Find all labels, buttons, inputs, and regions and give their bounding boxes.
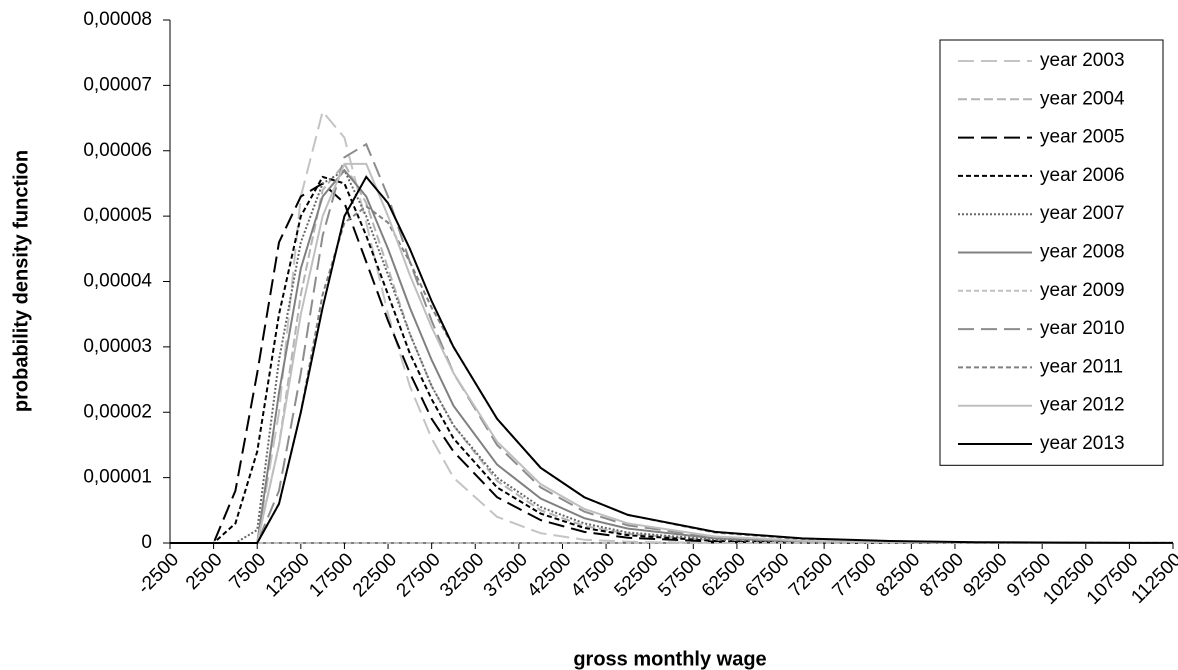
legend-label: year 2004 [1040,88,1125,109]
y-tick-label: 0 [141,532,152,553]
x-axis-title: gross monthly wage [573,648,766,670]
series-line [170,175,1173,544]
y-tick-label: 0,00008 [83,9,152,30]
x-tick-label: 62500 [698,549,750,601]
x-tick-label: 67500 [741,549,793,601]
y-tick-label: 0,00007 [83,74,152,95]
y-axis-title: probability density function [10,150,32,412]
legend-label: year 2008 [1040,242,1125,263]
y-tick-label: 0,00006 [83,140,152,161]
x-tick-label: 32500 [436,549,488,601]
legend-label: year 2010 [1040,318,1125,339]
x-tick-label: 47500 [567,549,619,601]
x-tick-label: 22500 [349,549,401,601]
series-line [170,168,1173,544]
series-line [170,162,1173,544]
legend-label: year 2009 [1040,280,1125,301]
x-tick-label: 52500 [611,549,663,601]
legend-label: year 2007 [1040,203,1125,224]
y-tick-label: 0,00001 [83,467,152,488]
y-tick-label: 0,00005 [83,205,152,226]
y-tick-label: 0,00002 [83,401,152,422]
x-tick-label: 72500 [785,549,837,601]
series-line [170,162,1174,544]
x-tick-label: 27500 [393,549,445,601]
x-tick-label: 2500 [182,549,227,594]
x-tick-label: 77500 [829,549,881,601]
legend-label: year 2013 [1040,433,1125,454]
x-tick-label: 87500 [916,549,968,601]
legend-label: year 2011 [1040,356,1123,377]
x-tick-label: 82500 [872,549,924,601]
series-line [170,205,1174,544]
x-tick-label: -2500 [134,549,183,598]
x-tick-label: 57500 [654,549,706,601]
x-tick-label: 12500 [262,549,314,601]
legend-label: year 2005 [1040,127,1125,148]
x-tick-label: 17500 [305,549,357,601]
y-tick-label: 0,00004 [83,271,152,292]
series-line [170,175,1174,544]
legend-label: year 2012 [1040,395,1125,416]
series-line [170,182,1173,544]
legend-label: year 2003 [1040,50,1125,71]
x-tick-label: 92500 [959,549,1011,601]
legend-label: year 2006 [1040,165,1125,186]
x-tick-label: 42500 [523,549,575,601]
x-tick-label: 37500 [480,549,532,601]
y-tick-label: 0,00003 [83,336,152,357]
